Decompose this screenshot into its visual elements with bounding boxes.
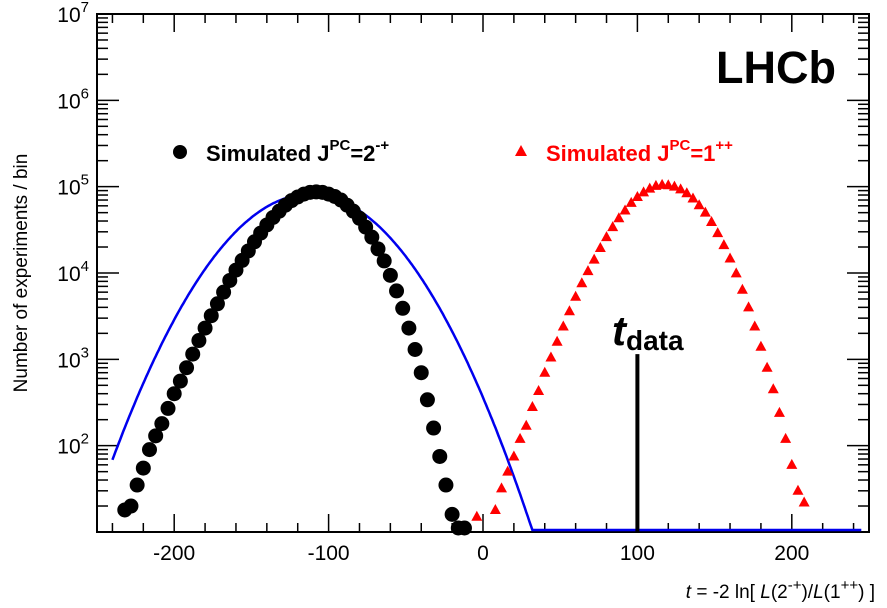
data-point-1pp — [533, 385, 544, 395]
data-point-2mp — [457, 521, 472, 536]
data-point-1pp — [552, 336, 563, 346]
x-axis-title-arg1: (2 — [771, 582, 788, 603]
data-point-1pp — [706, 216, 717, 226]
data-point-2mp — [438, 478, 453, 493]
data-point-2mp — [432, 449, 447, 464]
data-point-1pp — [508, 450, 519, 460]
x-axis-title-arg2: (1 — [824, 582, 841, 603]
data-point-1pp — [755, 341, 766, 351]
legend-entry-1pp: Simulated JPC=1++ — [515, 137, 733, 166]
data-point-2mp — [142, 442, 157, 457]
fit-curve — [112, 194, 861, 530]
data-point-1pp — [737, 284, 748, 294]
data-point-2mp — [173, 374, 188, 389]
x-axis-title-L2: L — [813, 582, 824, 603]
legend-label-1pp: Simulated JPC=1++ — [546, 137, 733, 166]
data-point-2mp — [420, 392, 435, 407]
y-axis-title: Number of experiments / bin — [11, 154, 32, 393]
data-point-1pp — [576, 277, 587, 287]
data-point-1pp — [564, 305, 575, 315]
x-axis-title-eq: = -2 ln[ — [691, 582, 760, 603]
series-layer — [117, 179, 809, 536]
legend-entry-2mp: Simulated JPC=2-+ — [173, 137, 389, 166]
data-point-2mp — [123, 499, 138, 514]
data-point-1pp — [521, 420, 532, 430]
data-point-1pp — [595, 242, 606, 252]
x-axis-title-arg2-close: ) ] — [858, 582, 875, 603]
data-point-2mp — [179, 360, 194, 375]
data-point-1pp — [749, 321, 760, 331]
data-point-1pp — [768, 383, 779, 393]
x-axis-title: t = -2 ln[ L(2-+)/L(1++) ] — [686, 577, 875, 603]
x-axis-title-arg1-sup: -+ — [788, 577, 802, 594]
data-point-1pp — [515, 433, 526, 443]
t-data-label: tdata — [612, 307, 684, 356]
data-point-2mp — [185, 347, 200, 362]
fit-layer — [112, 194, 861, 532]
data-point-2mp — [377, 253, 392, 268]
data-point-1pp — [718, 239, 729, 249]
data-point-1pp — [607, 221, 618, 231]
legend-label-2mp: Simulated JPC=2-+ — [206, 137, 389, 166]
data-point-1pp — [762, 362, 773, 372]
data-point-2mp — [426, 421, 441, 436]
x-tick-label: -100 — [308, 542, 350, 565]
data-point-2mp — [389, 283, 404, 298]
data-point-1pp — [774, 407, 785, 417]
data-point-1pp — [731, 267, 742, 277]
y-tick-label: 103 — [57, 344, 89, 372]
legend-marker-circle — [173, 145, 187, 159]
data-point-2mp — [161, 401, 176, 416]
y-tick-label: 106 — [57, 85, 89, 113]
legend-marker-triangle — [515, 145, 527, 156]
data-point-1pp — [712, 227, 723, 237]
data-point-1pp — [780, 433, 791, 443]
data-point-1pp — [471, 511, 482, 521]
data-point-1pp — [582, 265, 593, 275]
data-point-2mp — [136, 461, 151, 476]
y-tick-label: 107 — [57, 0, 89, 27]
data-point-1pp — [545, 352, 556, 362]
data-point-2mp — [408, 342, 423, 357]
x-tick-label: 0 — [477, 542, 489, 565]
data-point-2mp — [154, 416, 169, 431]
data-point-2mp — [395, 301, 410, 316]
data-point-2mp — [445, 507, 460, 522]
x-axis-title-L1: L — [760, 582, 771, 603]
data-point-1pp — [490, 504, 501, 514]
x-axis-title-arg2-sup: ++ — [841, 577, 859, 594]
data-point-1pp — [570, 291, 581, 301]
y-tick-label: 102 — [57, 431, 89, 459]
x-tick-label: 100 — [620, 542, 655, 565]
data-point-2mp — [401, 321, 416, 336]
data-point-1pp — [527, 401, 538, 411]
data-point-1pp — [786, 459, 797, 469]
y-tick-label: 104 — [57, 258, 89, 286]
data-point-1pp — [496, 482, 507, 492]
labels-layer: -200 -100 0 100 200 102 103 104 105 106 107 — [57, 0, 809, 565]
data-point-1pp — [743, 301, 754, 311]
data-point-1pp — [589, 254, 600, 264]
data-point-1pp — [539, 367, 550, 377]
data-point-1pp — [725, 253, 736, 263]
lhcb-logo: LHCb — [716, 42, 836, 93]
data-point-2mp — [130, 478, 145, 493]
x-tick-label: 200 — [774, 542, 809, 565]
data-point-1pp — [792, 485, 803, 495]
data-point-1pp — [601, 231, 612, 241]
y-tick-label: 105 — [57, 172, 89, 200]
data-point-1pp — [558, 321, 569, 331]
data-point-2mp — [383, 268, 398, 283]
x-tick-label: -200 — [153, 542, 195, 565]
data-point-1pp — [799, 496, 810, 506]
x-axis-title-arg1-close: )/ — [801, 582, 813, 603]
data-point-2mp — [414, 365, 429, 380]
